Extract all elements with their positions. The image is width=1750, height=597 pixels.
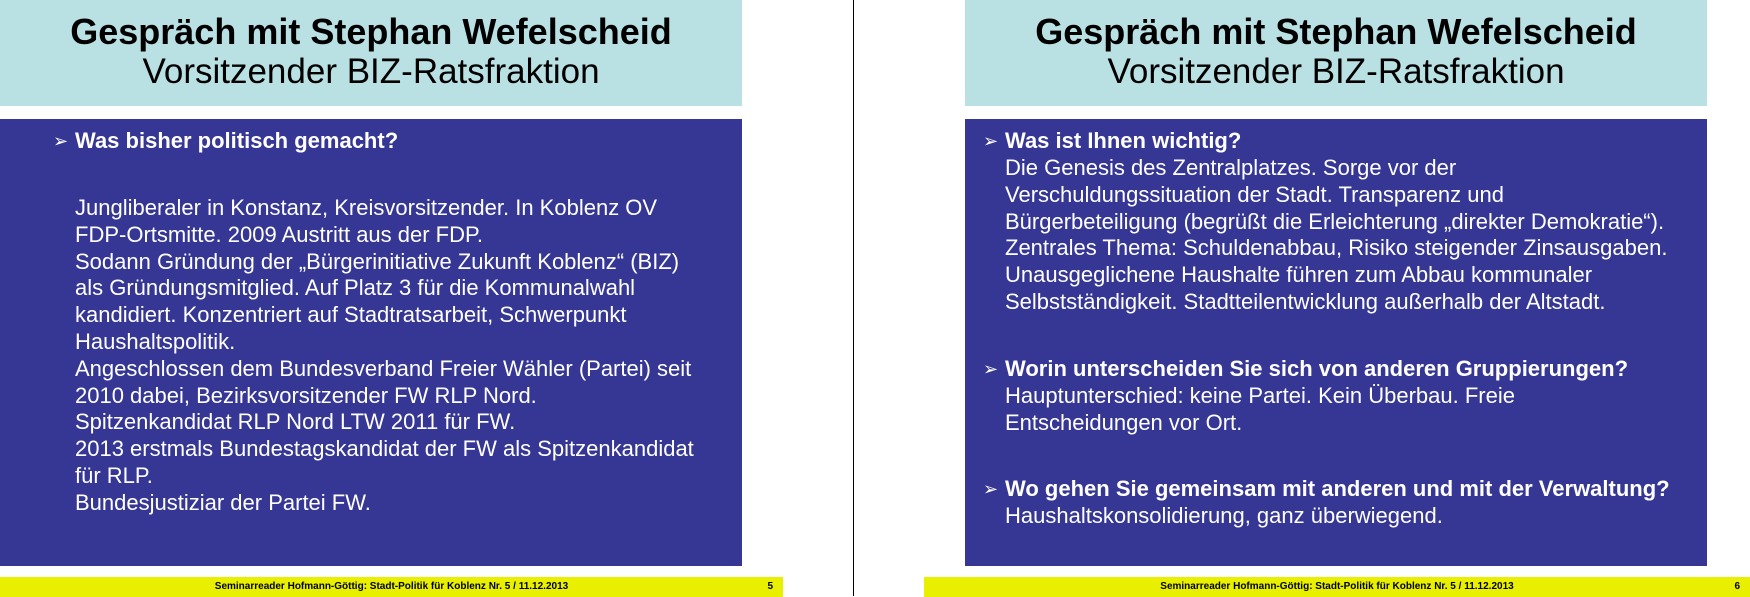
text-line: Spitzenkandidat RLP Nord LTW 2011 für FW… — [75, 409, 516, 435]
text-line: Haushaltspolitik. — [75, 328, 236, 354]
slide-6: Gespräch mit Stephan Wefelscheid Vorsitz… — [854, 0, 1750, 597]
title-box: Gespräch mit Stephan Wefelscheid Vorsitz… — [0, 0, 742, 106]
text-line: als Gründungsmitglied. Auf Platz 3 für d… — [75, 275, 636, 301]
text-line: 2010 dabei, Bezirksvorsitzender FW RLP N… — [75, 382, 537, 408]
content-box: ➢ Was bisher politisch gemacht? Jungliber… — [0, 119, 742, 566]
answer-text: Hauptunterschied: keine Partei. Kein Übe… — [1005, 383, 1707, 437]
text-line: Entscheidungen vor Ort. — [1005, 409, 1243, 435]
text-line: Bürgerbeteiligung (begrüßt die Erleichte… — [1005, 208, 1665, 234]
arrow-bullet-icon: ➢ — [53, 131, 69, 151]
text-line: kandidiert. Konzentriert auf Stadtratsar… — [75, 302, 627, 328]
answer-text: Jungliberaler in Konstanz, Kreisvorsitze… — [75, 195, 730, 517]
title-box: Gespräch mit Stephan Wefelscheid Vorsitz… — [965, 0, 1707, 106]
text-line: 2013 erstmals Bundestagskandidat der FW … — [75, 436, 694, 462]
footer-text: Seminarreader Hofmann-Göttig: Stadt-Poli… — [214, 581, 569, 592]
question-text: Wo gehen Sie gemeinsam mit anderen und m… — [1005, 476, 1670, 501]
text-line: Jungliberaler in Konstanz, Kreisvorsitze… — [75, 195, 658, 220]
text-line: Sodann Gründung der „Bürgerinitiative Zu… — [75, 248, 680, 274]
question-text: Was ist Ihnen wichtig? — [1005, 128, 1242, 153]
text-line: für RLP. — [75, 462, 153, 488]
question-heading: ➢ Wo gehen Sie gemeinsam mit anderen und … — [983, 476, 1670, 503]
text-line: Selbstständigkeit. Stadtteilentwicklung … — [1005, 288, 1606, 314]
question-text: Worin unterscheiden Sie sich von anderen… — [1005, 356, 1629, 381]
answer-text: Die Genesis des Zentralplatzes. Sorge vo… — [1005, 155, 1707, 316]
footer-bar: Seminarreader Hofmann-Göttig: Stadt-Poli… — [0, 577, 783, 597]
page-number: 6 — [1734, 581, 1740, 592]
slide-title: Gespräch mit Stephan Wefelscheid — [1035, 11, 1637, 52]
question-text: Was bisher politisch gemacht? — [75, 128, 399, 153]
answer-text: Haushaltskonsolidierung, ganz überwiegen… — [1005, 503, 1707, 530]
slide-title: Gespräch mit Stephan Wefelscheid — [70, 11, 672, 52]
slide-5: Gespräch mit Stephan Wefelscheid Vorsitz… — [0, 0, 853, 597]
text-line: Haushaltskonsolidierung, ganz überwiegen… — [1005, 503, 1443, 528]
question-heading: ➢ Was ist Ihnen wichtig? — [983, 128, 1242, 155]
text-line: Angeschlossen dem Bundesverband Freier W… — [75, 355, 692, 381]
text-line: Zentrales Thema: Schuldenabbau, Risiko s… — [1005, 235, 1668, 261]
question-heading: ➢ Worin unterscheiden Sie sich von ander… — [983, 356, 1629, 383]
text-line: FDP-Ortsmitte. 2009 Austritt aus der FDP… — [75, 221, 483, 247]
text-line: Hauptunterschied: keine Partei. Kein Übe… — [1005, 383, 1515, 408]
text-line: Bundesjustiziar der Partei FW. — [75, 489, 371, 515]
page-divider — [853, 0, 854, 596]
text-line: Unausgeglichene Haushalte führen zum Abb… — [1005, 262, 1593, 288]
footer-bar: Seminarreader Hofmann-Göttig: Stadt-Poli… — [924, 577, 1750, 597]
arrow-bullet-icon: ➢ — [983, 131, 999, 151]
question-heading: ➢ Was bisher politisch gemacht? — [53, 128, 399, 155]
footer-text: Seminarreader Hofmann-Göttig: Stadt-Poli… — [1160, 581, 1514, 592]
content-box: ➢ Was ist Ihnen wichtig? Die Genesis des … — [965, 119, 1707, 566]
slide-subtitle: Vorsitzender BIZ-Ratsfraktion — [142, 52, 600, 91]
arrow-bullet-icon: ➢ — [983, 359, 999, 379]
slide-subtitle: Vorsitzender BIZ-Ratsfraktion — [1107, 52, 1565, 91]
page-number: 5 — [767, 581, 773, 592]
text-line: Die Genesis des Zentralplatzes. Sorge vo… — [1005, 155, 1457, 180]
text-line: Verschuldungssituation der Stadt. Transp… — [1005, 181, 1504, 207]
arrow-bullet-icon: ➢ — [983, 479, 999, 499]
